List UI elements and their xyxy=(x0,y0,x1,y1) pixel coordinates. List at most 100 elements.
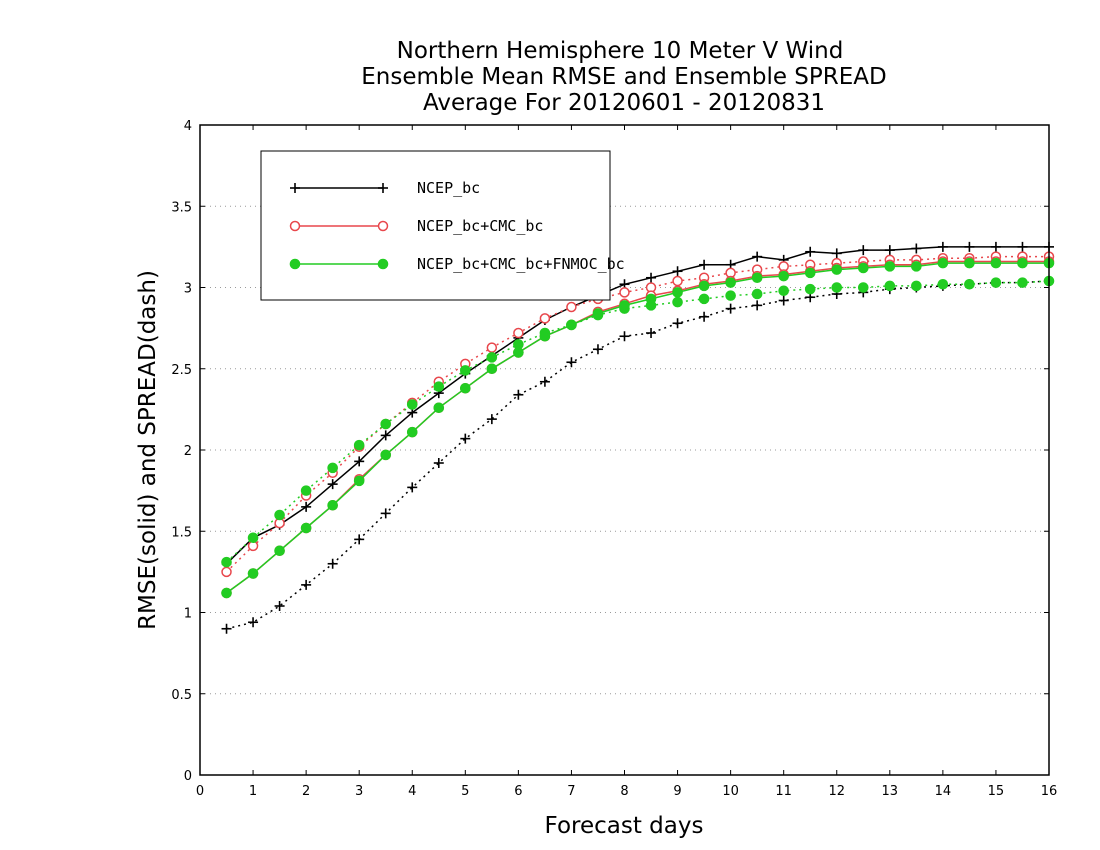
data-point-spread xyxy=(725,290,736,301)
data-point-spread xyxy=(406,399,418,410)
chart-title-line-2: Ensemble Mean RMSE and Ensemble SPREAD xyxy=(361,64,886,90)
legend-label: NCEP_bc xyxy=(417,179,480,197)
data-point-spread xyxy=(486,342,498,353)
data-point-rmse xyxy=(805,246,816,257)
data-point-spread xyxy=(566,301,577,313)
series-line-spread xyxy=(225,280,1050,563)
data-point-rmse xyxy=(274,545,285,557)
data-point-spread xyxy=(831,282,843,293)
data-point-rmse xyxy=(725,277,736,288)
x-tick-label: 12 xyxy=(828,784,845,799)
data-point-spread xyxy=(221,556,232,568)
y-axis-label: RMSE(solid) and SPREAD(dash) xyxy=(135,270,161,630)
legend-label: NCEP_bc+CMC_bc xyxy=(417,217,543,235)
legend-marker xyxy=(289,220,301,232)
series-line-spread xyxy=(226,280,1050,630)
legend-entry: NCEP_bc+CMC_bc+FNMOC_bc xyxy=(289,255,625,273)
series-1-rmse xyxy=(221,256,1055,599)
data-point-spread xyxy=(804,283,816,295)
x-tick-label: 7 xyxy=(567,784,575,799)
data-point-rmse xyxy=(300,522,312,534)
data-point-spread xyxy=(646,328,657,338)
x-tick-label: 6 xyxy=(514,784,522,799)
legend-marker xyxy=(290,183,300,193)
data-point-spread xyxy=(300,485,312,496)
series-1-spread xyxy=(221,251,1055,578)
y-tick-label: 1 xyxy=(184,607,192,622)
data-point-rmse xyxy=(646,272,657,283)
data-point-rmse xyxy=(699,259,710,270)
data-point-spread xyxy=(274,509,285,521)
data-point-rmse xyxy=(247,568,259,579)
x-tick-label: 16 xyxy=(1041,784,1058,799)
legend-marker xyxy=(377,220,389,232)
x-axis-label: Forecast days xyxy=(545,813,704,839)
data-point-spread xyxy=(698,293,710,305)
data-point-spread xyxy=(301,579,312,590)
data-point-rmse xyxy=(752,251,763,262)
data-point-spread xyxy=(884,280,896,292)
data-point-rmse xyxy=(858,245,869,256)
y-tick-label: 0.5 xyxy=(171,688,192,703)
data-point-rmse xyxy=(460,382,471,394)
data-point-spread xyxy=(327,558,338,569)
data-point-rmse xyxy=(672,266,683,277)
data-point-rmse xyxy=(221,587,232,599)
data-point-spread xyxy=(778,295,789,306)
chart-title-line-1: Northern Hemisphere 10 Meter V Wind xyxy=(397,38,844,64)
y-tick-label: 2 xyxy=(184,444,192,459)
data-point-spread xyxy=(911,280,922,292)
legend: NCEP_bc NCEP_bc+CMC_bc NCEP_bc+CMC_bc+FNMO… xyxy=(260,150,625,301)
series-line-spread xyxy=(225,255,1049,573)
series-2-spread xyxy=(221,275,1055,568)
data-point-spread xyxy=(247,532,259,544)
data-point-rmse xyxy=(937,241,948,252)
data-point-spread xyxy=(513,389,524,400)
x-tick-label: 3 xyxy=(355,784,363,799)
data-point-spread xyxy=(672,275,683,287)
data-point-spread xyxy=(460,365,471,376)
series-2-rmse xyxy=(221,257,1055,599)
series-line-rmse xyxy=(226,260,1049,594)
x-tick-label: 4 xyxy=(408,784,416,799)
data-point-rmse xyxy=(327,499,338,511)
data-point-rmse xyxy=(964,257,975,269)
data-point-spread xyxy=(433,458,444,468)
data-point-rmse xyxy=(911,261,922,272)
data-point-rmse xyxy=(884,245,895,256)
x-tick-label: 9 xyxy=(673,784,681,799)
data-point-spread xyxy=(964,278,975,290)
data-point-rmse xyxy=(831,264,843,275)
legend-marker xyxy=(289,258,301,270)
data-point-rmse xyxy=(406,426,418,438)
data-point-rmse xyxy=(327,479,338,490)
data-point-spread xyxy=(539,376,550,387)
data-point-spread xyxy=(566,357,577,368)
data-point-spread xyxy=(619,331,630,342)
data-point-rmse xyxy=(301,501,312,512)
data-point-rmse xyxy=(911,243,922,254)
x-tick-label: 5 xyxy=(461,784,469,799)
data-point-rmse xyxy=(566,319,577,331)
x-tick-label: 2 xyxy=(302,784,310,799)
y-tick-label: 3 xyxy=(184,282,192,297)
data-point-spread xyxy=(619,287,630,298)
x-tick-label: 14 xyxy=(935,784,952,799)
data-point-rmse xyxy=(354,456,365,467)
data-point-spread xyxy=(857,282,869,293)
x-tick-label: 13 xyxy=(882,784,899,799)
data-point-spread xyxy=(725,303,736,314)
data-point-rmse xyxy=(592,308,604,319)
data-point-rmse xyxy=(831,248,842,259)
data-point-spread xyxy=(248,617,259,628)
data-point-spread xyxy=(937,278,949,290)
data-point-rmse xyxy=(380,430,391,441)
data-point-rmse xyxy=(804,267,816,279)
data-point-rmse xyxy=(539,330,551,342)
y-tick-label: 1.5 xyxy=(171,525,192,540)
data-point-spread xyxy=(433,381,445,392)
legend-entry: NCEP_bc xyxy=(290,179,480,197)
data-point-spread xyxy=(486,414,497,425)
data-point-rmse xyxy=(1017,257,1028,269)
y-tick-label: 0 xyxy=(184,769,192,784)
